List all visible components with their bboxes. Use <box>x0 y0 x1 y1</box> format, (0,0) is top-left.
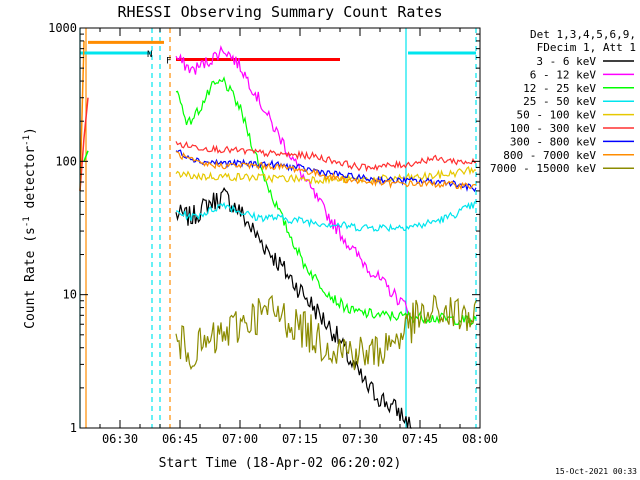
series-line <box>175 141 477 173</box>
series-line <box>175 45 409 314</box>
legend-header-1: Det 1,3,4,5,6,9, <box>530 28 636 41</box>
generation-timestamp: 15-Oct-2021 00:33 <box>555 467 637 476</box>
y-tick-label: 1000 <box>48 21 77 35</box>
early-count-trace <box>79 97 89 191</box>
series-line <box>175 151 477 191</box>
legend-entry-label: 12 - 25 keV <box>523 82 596 95</box>
flag-label-f: F <box>166 57 171 67</box>
x-tick-label: 07:30 <box>342 432 378 446</box>
y-tick-label: 10 <box>63 288 77 302</box>
series-line <box>175 166 477 185</box>
x-tick-label: 07:00 <box>222 432 258 446</box>
series-line <box>175 149 477 193</box>
early-count-trace <box>83 150 89 162</box>
legend-entry-label: 7000 - 15000 keV <box>490 162 596 175</box>
plot-frame <box>79 27 481 429</box>
x-tick-label: 07:45 <box>402 432 438 446</box>
x-axis-label: Start Time (18-Apr-02 06:20:02) <box>159 456 402 471</box>
legend: Det 1,3,4,5,6,9, FDecim 1, Att 1 3 - 6 k… <box>490 28 636 175</box>
legend-header-2: FDecim 1, Att 1 <box>537 41 636 54</box>
legend-entry-label: 800 - 7000 keV <box>503 149 596 162</box>
axis-ticks: 06:30 06:45 07:00 07:15 07:30 07:45 08:00 1000 1… <box>48 21 498 446</box>
chart-title: RHESSI Observing Summary Count Rates <box>117 3 442 21</box>
series-line <box>175 187 412 429</box>
x-tick-label: 06:30 <box>102 432 138 446</box>
legend-entry-label: 6 - 12 keV <box>530 68 597 81</box>
legend-entry-label: 100 - 300 keV <box>510 122 596 135</box>
x-tick-label: 08:00 <box>462 432 498 446</box>
y-axis-label: Count Rate (s-1 detector-1) <box>22 127 38 329</box>
flag-label-n: N <box>147 50 152 60</box>
series-line <box>176 200 477 233</box>
x-tick-label: 07:15 <box>282 432 318 446</box>
legend-entry-label: 25 - 50 keV <box>523 95 596 108</box>
y-axis-label-exponent-1: -1 <box>22 216 32 227</box>
y-axis-label-middle: detector <box>23 146 38 217</box>
early-count-trace <box>79 40 85 191</box>
y-axis-label-exponent-2: -1 <box>22 135 32 146</box>
y-axis-label-main: Count Rate (s <box>23 227 38 329</box>
x-tick-label: 06:45 <box>162 432 198 446</box>
legend-entry-label: 3 - 6 keV <box>536 55 596 68</box>
y-tick-label: 1 <box>70 421 77 435</box>
y-tick-label: 100 <box>55 154 77 168</box>
legend-entry-label: 300 - 800 keV <box>510 135 596 148</box>
series-line <box>175 76 477 326</box>
y-axis-label-end: ) <box>23 127 38 135</box>
series-line <box>175 294 477 371</box>
legend-entry-label: 50 - 100 keV <box>517 109 597 122</box>
plot-data: NF <box>79 28 477 429</box>
